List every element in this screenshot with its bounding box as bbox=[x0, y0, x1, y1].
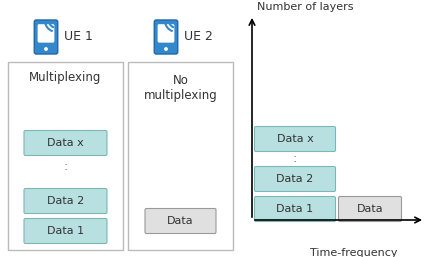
Text: :: : bbox=[293, 151, 297, 164]
Text: Multiplexing: Multiplexing bbox=[29, 71, 102, 85]
Text: No
multiplexing: No multiplexing bbox=[143, 74, 217, 102]
Text: Data x: Data x bbox=[47, 138, 84, 148]
Text: :: : bbox=[64, 160, 68, 172]
Bar bbox=[8, 62, 123, 250]
Text: Data: Data bbox=[357, 204, 383, 214]
Text: Data x: Data x bbox=[276, 134, 313, 144]
Bar bbox=[128, 62, 233, 250]
Text: Data 1: Data 1 bbox=[47, 226, 84, 236]
Text: Data 1: Data 1 bbox=[276, 204, 314, 214]
FancyBboxPatch shape bbox=[34, 20, 58, 54]
FancyBboxPatch shape bbox=[24, 218, 107, 243]
Circle shape bbox=[45, 48, 47, 50]
FancyBboxPatch shape bbox=[254, 167, 336, 191]
FancyBboxPatch shape bbox=[38, 25, 54, 42]
FancyBboxPatch shape bbox=[339, 197, 401, 222]
FancyBboxPatch shape bbox=[154, 20, 178, 54]
FancyBboxPatch shape bbox=[158, 25, 174, 42]
Text: UE 2: UE 2 bbox=[184, 31, 213, 43]
Circle shape bbox=[165, 48, 167, 50]
Text: Data 2: Data 2 bbox=[47, 196, 84, 206]
Text: UE 1: UE 1 bbox=[64, 31, 93, 43]
FancyBboxPatch shape bbox=[24, 131, 107, 155]
Text: Data 2: Data 2 bbox=[276, 174, 314, 184]
Text: Data: Data bbox=[167, 216, 194, 226]
Text: Number of layers: Number of layers bbox=[257, 2, 353, 12]
FancyBboxPatch shape bbox=[145, 208, 216, 234]
FancyBboxPatch shape bbox=[254, 126, 336, 151]
Text: Time-frequency
resources: Time-frequency resources bbox=[310, 248, 397, 257]
FancyBboxPatch shape bbox=[254, 197, 336, 222]
FancyBboxPatch shape bbox=[24, 188, 107, 214]
